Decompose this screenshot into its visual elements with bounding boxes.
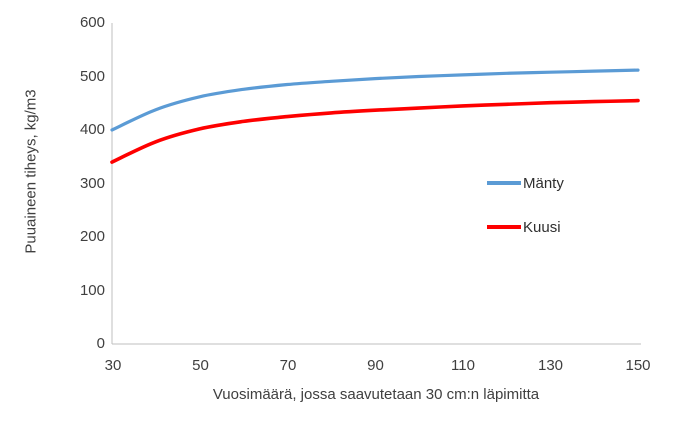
x-tick-label: 90: [367, 357, 384, 374]
y-axis-title: Puuaineen tiheys, kg/m3: [22, 89, 40, 254]
y-tick-label: 300: [79, 174, 105, 192]
series-paths: [110, 68, 640, 164]
legend-label-manty: Mänty: [523, 174, 564, 192]
x-tick-label: 70: [279, 357, 297, 374]
y-tick-label: 100: [79, 281, 105, 299]
y-tick-label: 200: [79, 228, 105, 245]
x-tick-label: 150: [625, 357, 651, 374]
legend-line-swatch-manty: [487, 181, 521, 185]
x-tick-label: 130: [537, 357, 564, 374]
x-tick-label: 50: [192, 357, 209, 374]
legend-item-manty: Mänty: [487, 174, 564, 192]
x-axis-title: Vuosimäärä, jossa saavutetaan 30 cm:n lä…: [212, 386, 540, 403]
legend-item-kuusi: Kuusi: [487, 218, 564, 236]
legend-line-swatch-kuusi: [487, 225, 521, 229]
x-tick-label: 30: [104, 357, 122, 374]
y-tick-label: 500: [79, 67, 105, 85]
y-tick-label: 600: [79, 14, 105, 31]
y-tick-label: 0: [96, 335, 105, 352]
y-tick-label: 400: [79, 121, 105, 138]
legend: Mänty Kuusi: [487, 174, 564, 236]
series-line-mänty: [110, 68, 640, 132]
series-line-kuusi: [110, 98, 640, 164]
x-tick-label: 110: [451, 357, 475, 374]
legend-label-kuusi: Kuusi: [523, 218, 561, 236]
